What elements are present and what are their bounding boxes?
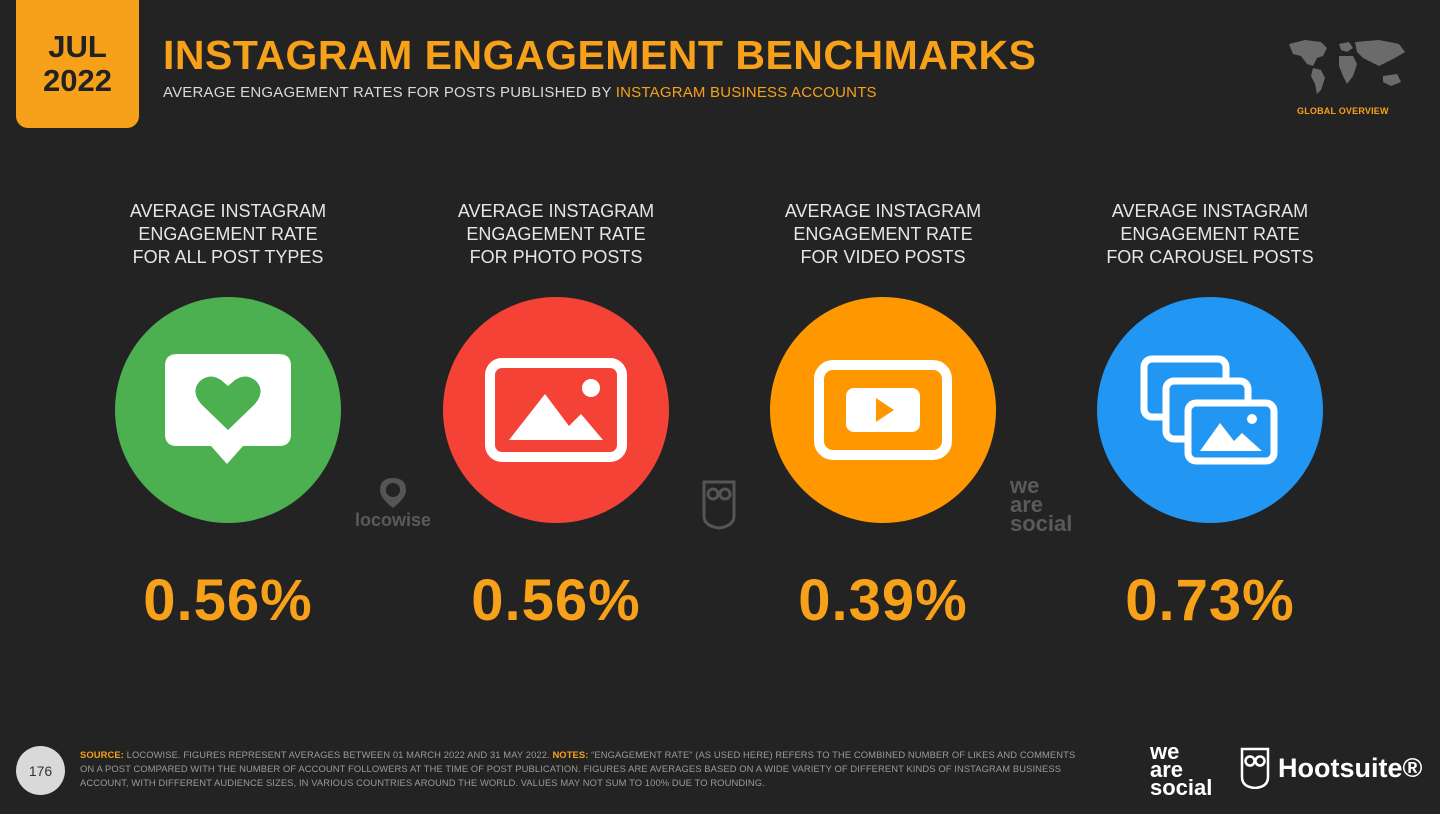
stat-label: AVERAGE INSTAGRAM ENGAGEMENT RATE FOR PH…	[458, 200, 654, 275]
logo-line: we	[1150, 739, 1180, 764]
stat-value: 0.56%	[143, 568, 313, 633]
stat-label-line: AVERAGE INSTAGRAM	[457, 201, 655, 221]
carousel-icon	[1097, 297, 1323, 523]
subtitle-prefix: AVERAGE ENGAGEMENT RATES FOR POSTS PUBLI…	[163, 84, 616, 101]
source-text: LOCOWISE. FIGURES REPRESENT AVERAGES BET…	[123, 749, 553, 760]
stat-value: 0.73%	[1125, 568, 1295, 633]
stat-label-line: AVERAGE INSTAGRAM	[784, 201, 982, 221]
locowise-watermark-text: locowise	[356, 510, 430, 530]
stat-label: AVERAGE INSTAGRAM ENGAGEMENT RATE FOR VI…	[785, 200, 981, 275]
stat-value: 0.39%	[798, 568, 968, 633]
hootsuite-name: Hootsuite®	[1278, 752, 1423, 783]
stat-label-line: AVERAGE INSTAGRAM	[129, 201, 327, 221]
stat-label: AVERAGE INSTAGRAM ENGAGEMENT RATE FOR CA…	[1106, 200, 1313, 275]
stat-label-line: AVERAGE INSTAGRAM	[1111, 201, 1309, 221]
region-label: GLOBAL OVERVIEW	[1297, 106, 1389, 116]
heart-speech-bubble-icon	[115, 297, 341, 523]
page-number: 176	[16, 746, 65, 795]
stat-label-line: ENGAGEMENT RATE	[466, 224, 646, 244]
source-key: SOURCE:	[80, 749, 124, 760]
subtitle-highlight: INSTAGRAM BUSINESS ACCOUNTS	[615, 84, 877, 101]
video-play-icon	[770, 297, 996, 523]
stat-video-posts: AVERAGE INSTAGRAM ENGAGEMENT RATE FOR VI…	[733, 200, 1033, 634]
hootsuite-logo: Hootsuite®	[1240, 747, 1422, 789]
page-subtitle: AVERAGE ENGAGEMENT RATES FOR POSTS PUBLI…	[163, 84, 877, 101]
stat-photo-posts: AVERAGE INSTAGRAM ENGAGEMENT RATE FOR PH…	[406, 200, 706, 634]
stat-label-line: ENGAGEMENT RATE	[1120, 224, 1300, 244]
date-badge: JUL 2022	[16, 0, 139, 128]
page-title: INSTAGRAM ENGAGEMENT BENCHMARKS	[163, 32, 1037, 78]
watermark-line: we	[1010, 473, 1040, 498]
we-are-social-watermark: we are social	[1010, 473, 1073, 536]
owl-watermark-icon	[702, 480, 736, 530]
source-note: SOURCE: LOCOWISE. FIGURES REPRESENT AVER…	[80, 748, 1090, 790]
stat-all-posts: AVERAGE INSTAGRAM ENGAGEMENT RATE FOR AL…	[78, 200, 378, 634]
stat-label-line: FOR PHOTO POSTS	[469, 247, 643, 267]
stat-label-line: ENGAGEMENT RATE	[793, 224, 973, 244]
stat-label-line: FOR VIDEO POSTS	[800, 247, 966, 267]
hootsuite-owl-icon	[1240, 747, 1270, 789]
world-map-icon	[1289, 40, 1405, 94]
stat-label: AVERAGE INSTAGRAM ENGAGEMENT RATE FOR AL…	[130, 200, 326, 275]
watermark-line: are	[1010, 492, 1044, 517]
date-year: 2022	[43, 63, 112, 98]
logo-line: social	[1150, 775, 1213, 800]
stat-carousel-posts: AVERAGE INSTAGRAM ENGAGEMENT RATE FOR CA…	[1060, 200, 1360, 634]
logo-line: are	[1150, 757, 1184, 782]
stat-label-line: FOR ALL POST TYPES	[132, 247, 324, 267]
notes-text: “ENGAGEMENT RATE” (AS USED HERE) REFERS …	[80, 749, 1076, 788]
notes-key: NOTES:	[552, 749, 589, 760]
photo-icon	[443, 297, 669, 523]
stat-value: 0.56%	[471, 568, 641, 633]
stat-label-line: FOR CAROUSEL POSTS	[1106, 247, 1314, 267]
stat-label-line: ENGAGEMENT RATE	[138, 224, 318, 244]
we-are-social-logo: we are social	[1150, 739, 1213, 800]
date-month: JUL	[48, 29, 107, 64]
locowise-watermark: locowise	[356, 478, 430, 530]
watermark-line: social	[1010, 511, 1073, 536]
